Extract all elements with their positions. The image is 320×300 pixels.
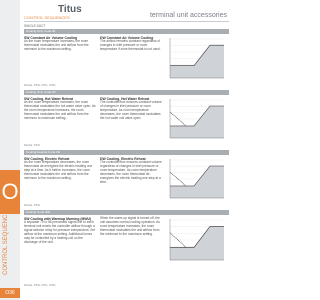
rule [24,21,229,22]
section-name: CONTROL SEQUENCES [24,15,70,20]
right-title: DW Constant Air Volume Cooling [100,36,154,40]
right-text: The airflow remains constant regardless … [100,39,161,51]
left-text: As the room temperature increases, the r… [24,39,89,51]
right-text: When the warm-up signal is turned off, t… [100,216,160,236]
diagram [169,99,224,139]
subsection: SINGLE DUCT [24,24,46,28]
page: O CONTROL SEQUENCES O36 Titus CONTROL SE… [0,0,231,300]
section-tag: Cooling Only Code 00 [24,29,229,34]
section-tag: Cooling/Heating Code 0E [24,150,229,155]
left-title: SW Cooling with Warmup Morning (MWU) [24,217,92,221]
left-text: A separate 70 to 85 pneumatic signal lin… [24,220,96,244]
diagram [169,159,224,199]
right-title: DW Cooling, Hot Water Reheat [100,97,150,101]
left-text: As the room temperature increases, the r… [24,100,96,120]
right-text: The controller/box ensures constant volu… [100,160,162,184]
left-title: SW Constant Air Volume Cooling [24,36,78,40]
model: Model: PSS [24,143,40,147]
right-title: DW Cooling, Electric Reheat [100,157,146,161]
sidebar-label: CONTROL SEQUENCES [3,206,9,275]
model: Model: PSS, PSC, PSD [24,283,56,287]
page-title: terminal unit accessories [149,12,227,19]
sidebar [0,0,20,300]
left-title: SW Cooling, Hot Water Reheat [24,97,74,101]
model: Model: PSS, PSC, PSD [24,83,56,87]
sidebar-tab: O [0,170,20,214]
model: Model: PSS [24,203,40,207]
brand: Titus [58,4,82,15]
left-title: SW Cooling, Electric Reheat [24,157,70,161]
diagram [169,219,224,261]
diagram [169,38,224,79]
section-tag: Cooling Code 00E [24,210,229,215]
left-text: As the room temperature decreases, the r… [24,160,93,180]
right-text: The controller/box ensures constant volu… [100,100,162,120]
section-tag: Cooling Only Code 0X [24,90,229,95]
page-number: O36 [0,288,20,298]
